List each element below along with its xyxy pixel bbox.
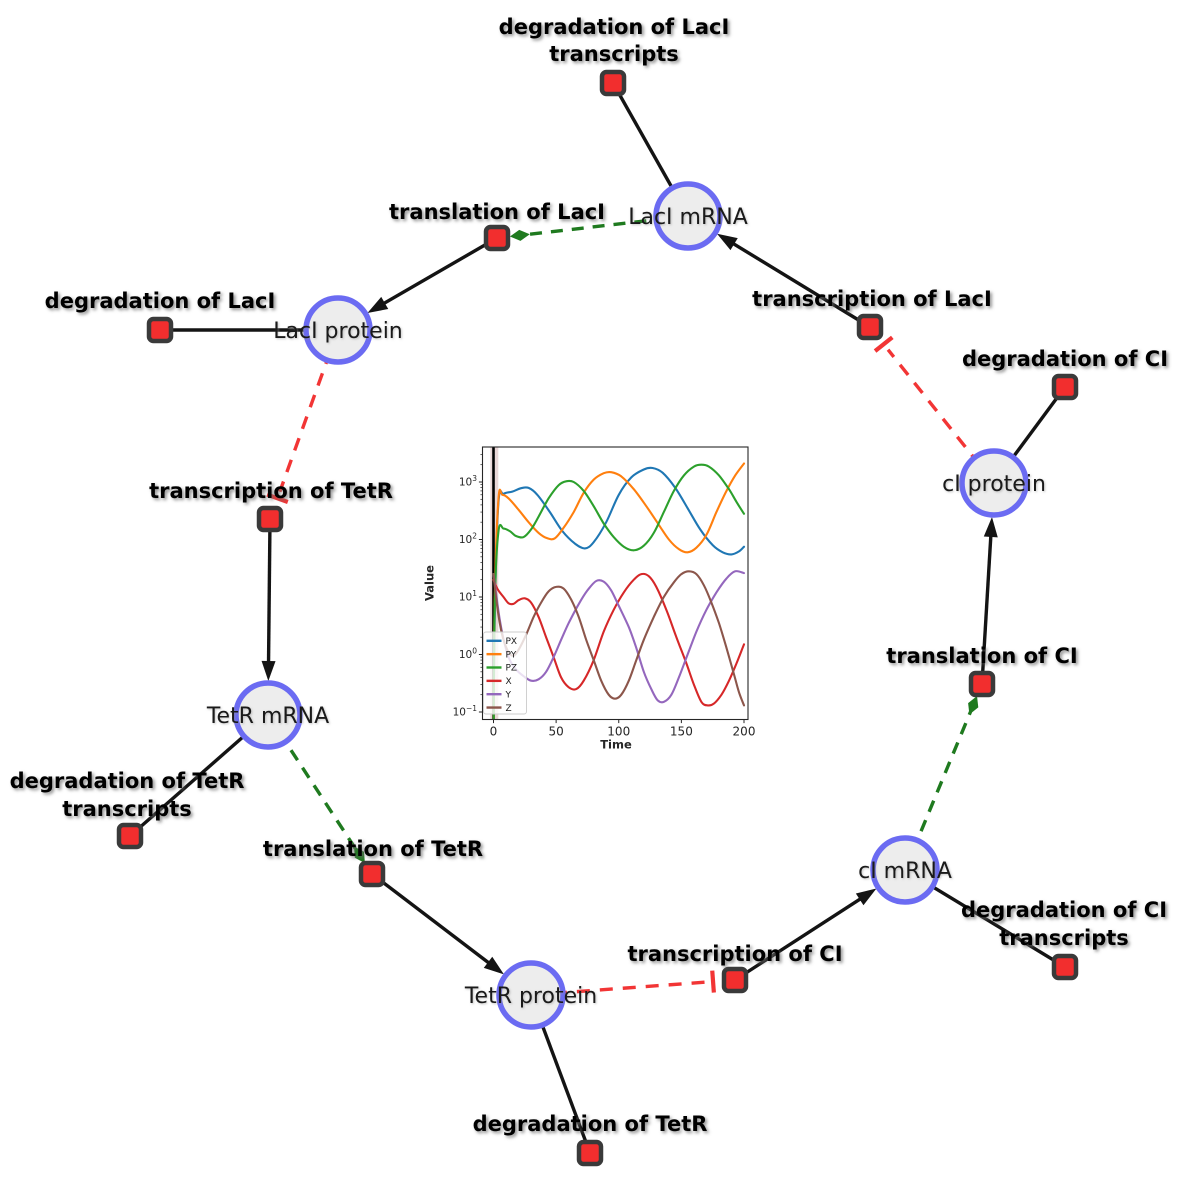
edge-modifier-laci-mrna-translation-laci-arrowhead [509,229,530,241]
edge-modifier-tetr-mrna-translation-tetr-arrowhead [353,846,365,864]
species-label-laci-protein: LacI protein [273,319,403,344]
reaction-label-deg-laci-transcripts-line1: transcripts [549,42,679,66]
reaction-label-deg-laci-transcripts-line0: degradation of LacI [499,15,730,39]
species-node-laci-protein[interactable] [303,295,373,365]
reaction-node-deg-tetr-transcripts[interactable] [116,822,144,850]
edge-production-translation-tetr-tetr-protein-arrowhead [483,956,504,975]
reaction-node-deg-ci[interactable] [1051,373,1079,401]
edge-production-transcription-tetr-tetr-mrna [266,518,272,666]
labels-layer: LacI mRNA LacI protein TetR mRNA TetR prote… [10,15,1168,1136]
reaction-node-transcription-laci[interactable] [856,313,884,341]
y-tick-label: 101 [459,589,477,604]
reaction-label-transcription-tetr-line0: transcription of TetR [149,479,393,503]
species-node-ci-mrna[interactable] [870,835,940,905]
legend-label-pz: PZ [506,664,518,674]
series-line-py [492,462,746,720]
species-node-tetr-protein[interactable] [496,960,566,1030]
reaction-label-deg-ci-transcripts-line0: degradation of CI [961,898,1167,922]
reaction-node-translation-laci[interactable] [483,224,511,252]
legend-label-py: PY [506,650,517,660]
species-node-laci-mrna[interactable] [653,181,723,251]
chart-axes-frame [481,446,749,721]
x-tick-label: 150 [670,725,693,739]
reaction-label-deg-tetr-line0: degradation of TetR [473,1112,708,1136]
y-axis-title: Value [423,565,437,601]
edge-production-transcription-ci-ci-mrna [734,895,864,982]
species-label-ci-mrna: cI mRNA [858,859,952,884]
edge-inhibition-ci-protein-transcription-laci-tbar [873,335,894,353]
species-label-tetr-protein: TetR protein [464,984,597,1009]
reaction-node-deg-laci[interactable] [146,316,174,344]
reaction-label-translation-tetr-line0: translation of TetR [263,837,483,861]
reaction-node-deg-tetr[interactable] [576,1139,604,1167]
reaction-label-translation-laci-line0: translation of LacI [389,200,605,224]
x-tick-label: 0 [490,725,498,739]
reaction-node-translation-ci[interactable] [968,670,996,698]
edge-production-translation-laci-laci-protein-arrowhead [367,296,389,313]
edge-inhibition-laci-protein-transcription-tetr-tbar [266,492,289,504]
legend-label-y: Y [505,690,512,700]
edge-production-transcription-ci-ci-mrna-arrowhead [855,888,877,906]
edge-production-transcription-laci-laci-mrna [729,240,871,329]
y-tick-label: 100 [459,647,477,662]
reaction-label-deg-ci-transcripts-line1: transcripts [999,926,1129,950]
edge-production-transcription-laci-laci-mrna-arrowhead [717,233,738,251]
y-tick-label: 10−1 [453,704,478,719]
reaction-node-transcription-tetr[interactable] [256,505,284,533]
x-tick-label: 100 [607,725,630,739]
x-axis-title: Time [600,738,632,752]
species-node-tetr-mrna[interactable] [233,680,303,750]
chart-figure: 0 50 100 150 20010−1100101102103TimeValuePXP… [423,446,756,752]
series-line-px [492,466,746,720]
reaction-node-deg-laci-transcripts[interactable] [599,69,627,97]
edge-production-transcription-tetr-tetr-mrna-arrowhead [261,660,276,682]
species-label-ci-protein: cI protein [942,472,1046,497]
species-label-laci-mrna: LacI mRNA [628,205,748,230]
reaction-label-transcription-ci-line0: transcription of CI [627,942,842,966]
y-tick-label: 102 [459,532,477,547]
reaction-node-transcription-ci[interactable] [721,966,749,994]
reaction-label-transcription-laci-line0: transcription of LacI [752,287,992,311]
edge-production-translation-tetr-tetr-protein [370,872,493,967]
chart-legend: PX PY PZ XYZ [483,631,527,715]
reaction-node-deg-ci-transcripts[interactable] [1051,953,1079,981]
reaction-label-deg-tetr-transcripts-line0: degradation of TetR [10,769,245,793]
edge-production-translation-ci-ci-protein [980,532,993,685]
reaction-label-translation-ci-line0: translation of CI [886,644,1077,668]
edge-inhibition-tetr-protein-transcription-ci-tbar [710,970,716,993]
reaction-label-deg-ci-line0: degradation of CI [962,347,1168,371]
legend-label-px: PX [506,637,518,647]
y-tick-label: 103 [459,474,477,489]
series-line-x [492,572,746,707]
edge-modifier-ci-mrna-translation-ci-arrowhead [968,696,979,715]
x-tick-label: 50 [548,725,563,739]
series-line-pz [492,463,746,720]
x-tick-label: 200 [733,725,756,739]
nodes-layer [116,69,1079,1167]
species-node-ci-protein[interactable] [959,448,1029,518]
reaction-node-translation-tetr[interactable] [358,860,386,888]
legend-label-z: Z [506,704,512,714]
reaction-label-deg-tetr-transcripts-line1: transcripts [62,797,192,821]
reaction-label-deg-laci-line0: degradation of LacI [45,289,276,313]
edge-production-translation-laci-laci-protein [380,236,498,307]
legend-label-x: X [506,677,512,687]
species-label-tetr-mrna: TetR mRNA [206,704,329,729]
edge-production-translation-ci-ci-protein-arrowhead [983,516,998,538]
